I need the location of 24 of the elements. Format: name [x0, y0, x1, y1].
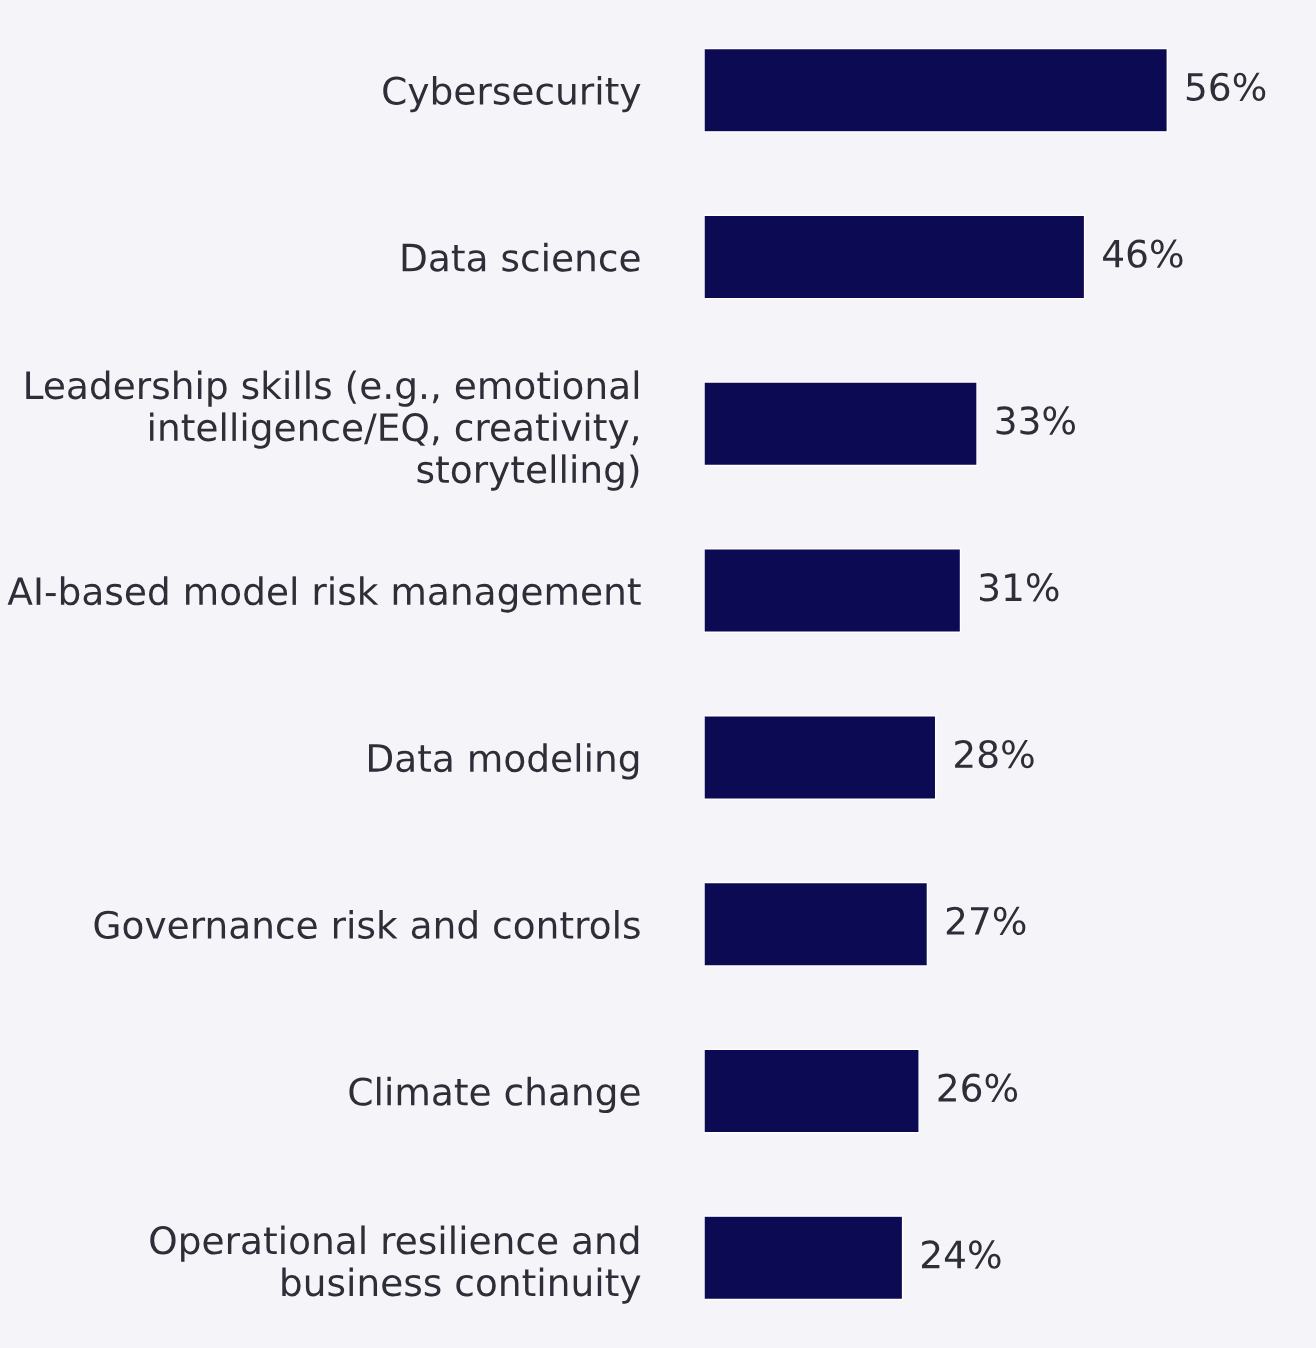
- bar: [704, 1215, 904, 1301]
- y-tick-label: Data science: [402, 242, 640, 272]
- data-label: 26%: [938, 1073, 1018, 1102]
- data-label: 28%: [955, 739, 1034, 769]
- data-label: 31%: [980, 573, 1059, 602]
- y-tick-label: Data modeling: [369, 743, 639, 780]
- y-tick-label: Governance risk and controls: [94, 909, 640, 939]
- y-tick-label: Climate change: [349, 1076, 640, 1114]
- data-label: 33%: [996, 406, 1075, 435]
- y-tick-label: AI-based model risk management: [7, 576, 641, 613]
- data-label: 24%: [922, 1240, 1001, 1269]
- bar: [704, 1048, 920, 1134]
- y-tick-label: Leadership skills (e.g., emotional intelligence/EQ, creativity, storytelling): [26, 370, 639, 491]
- data-label: 46%: [1103, 239, 1183, 268]
- y-tick-label: Operational resilience and business continuity: [150, 1225, 641, 1304]
- bar: [704, 715, 937, 800]
- y-tick-label: Cybersecurity: [383, 75, 641, 113]
- bar: [704, 381, 978, 467]
- data-label: 56%: [1186, 72, 1266, 102]
- bar: [704, 548, 962, 633]
- bar: [704, 881, 929, 967]
- bar: [704, 214, 1086, 300]
- data-label: 27%: [946, 906, 1026, 936]
- bar: [704, 47, 1168, 133]
